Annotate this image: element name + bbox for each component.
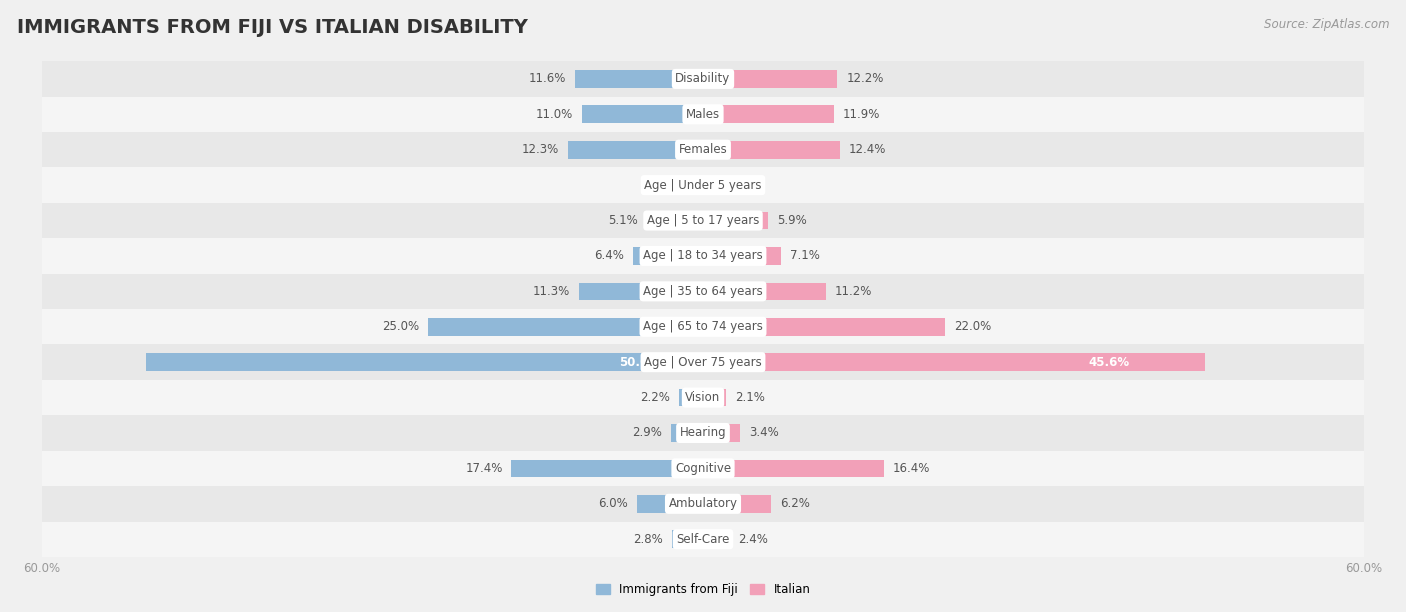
Text: Age | 5 to 17 years: Age | 5 to 17 years	[647, 214, 759, 227]
Text: Age | Under 5 years: Age | Under 5 years	[644, 179, 762, 192]
Text: 12.3%: 12.3%	[522, 143, 558, 156]
Text: 6.4%: 6.4%	[593, 250, 624, 263]
Text: Age | 18 to 34 years: Age | 18 to 34 years	[643, 250, 763, 263]
Text: 12.2%: 12.2%	[846, 72, 883, 86]
Legend: Immigrants from Fiji, Italian: Immigrants from Fiji, Italian	[591, 578, 815, 600]
Text: 2.9%: 2.9%	[633, 427, 662, 439]
Text: 11.2%: 11.2%	[835, 285, 873, 298]
Bar	[42, 61, 1364, 97]
Text: IMMIGRANTS FROM FIJI VS ITALIAN DISABILITY: IMMIGRANTS FROM FIJI VS ITALIAN DISABILI…	[17, 18, 527, 37]
Text: Source: ZipAtlas.com: Source: ZipAtlas.com	[1264, 18, 1389, 31]
Text: 16.4%: 16.4%	[893, 462, 929, 475]
Bar	[582, 105, 703, 123]
Text: 6.2%: 6.2%	[780, 498, 810, 510]
Bar	[703, 460, 883, 477]
Text: 0.92%: 0.92%	[647, 179, 685, 192]
Text: 3.4%: 3.4%	[749, 427, 779, 439]
Bar	[42, 521, 1364, 557]
Bar	[42, 132, 1364, 168]
Text: Age | 65 to 74 years: Age | 65 to 74 years	[643, 320, 763, 334]
Bar	[703, 105, 834, 123]
Text: 6.0%: 6.0%	[599, 498, 628, 510]
Bar	[568, 141, 703, 159]
Text: Age | Over 75 years: Age | Over 75 years	[644, 356, 762, 368]
Bar	[42, 203, 1364, 238]
Bar	[703, 424, 741, 442]
Text: 45.6%: 45.6%	[1088, 356, 1130, 368]
Text: 7.1%: 7.1%	[790, 250, 820, 263]
Text: 50.6%: 50.6%	[620, 356, 661, 368]
Bar	[42, 97, 1364, 132]
Bar	[703, 283, 827, 300]
Bar	[637, 495, 703, 513]
Text: Self-Care: Self-Care	[676, 532, 730, 546]
Bar	[703, 531, 730, 548]
Bar	[427, 318, 703, 335]
Text: Age | 35 to 64 years: Age | 35 to 64 years	[643, 285, 763, 298]
Bar	[42, 309, 1364, 345]
Text: 17.4%: 17.4%	[465, 462, 502, 475]
Text: Males: Males	[686, 108, 720, 121]
Text: 11.9%: 11.9%	[842, 108, 880, 121]
Bar	[703, 212, 768, 230]
Bar	[512, 460, 703, 477]
Bar	[647, 212, 703, 230]
Bar	[679, 389, 703, 406]
Bar	[703, 318, 945, 335]
Bar	[672, 531, 703, 548]
Bar	[42, 274, 1364, 309]
Bar	[703, 247, 782, 265]
Text: 12.4%: 12.4%	[848, 143, 886, 156]
Bar	[42, 450, 1364, 486]
Text: Hearing: Hearing	[679, 427, 727, 439]
Text: 22.0%: 22.0%	[955, 320, 991, 334]
Text: Ambulatory: Ambulatory	[668, 498, 738, 510]
Text: 2.4%: 2.4%	[738, 532, 768, 546]
Text: 11.6%: 11.6%	[529, 72, 567, 86]
Bar	[42, 380, 1364, 416]
Text: Cognitive: Cognitive	[675, 462, 731, 475]
Text: Females: Females	[679, 143, 727, 156]
Bar	[42, 345, 1364, 380]
Text: 25.0%: 25.0%	[381, 320, 419, 334]
Text: 2.1%: 2.1%	[735, 391, 765, 404]
Bar	[42, 486, 1364, 521]
Bar	[693, 176, 703, 194]
Bar	[42, 168, 1364, 203]
Bar	[703, 176, 721, 194]
Text: 5.9%: 5.9%	[776, 214, 807, 227]
Bar	[42, 416, 1364, 450]
Bar	[578, 283, 703, 300]
Bar	[703, 141, 839, 159]
Text: 11.3%: 11.3%	[533, 285, 569, 298]
Bar	[42, 238, 1364, 274]
Text: 2.2%: 2.2%	[640, 391, 669, 404]
Bar	[703, 495, 772, 513]
Bar	[703, 70, 838, 88]
Bar	[633, 247, 703, 265]
Text: 2.8%: 2.8%	[634, 532, 664, 546]
Text: 5.1%: 5.1%	[609, 214, 638, 227]
Text: 11.0%: 11.0%	[536, 108, 574, 121]
Bar	[703, 389, 725, 406]
Bar	[671, 424, 703, 442]
Text: Disability: Disability	[675, 72, 731, 86]
Bar	[703, 353, 1205, 371]
Text: Vision: Vision	[685, 391, 721, 404]
Bar	[575, 70, 703, 88]
Text: 1.6%: 1.6%	[730, 179, 759, 192]
Bar	[146, 353, 703, 371]
